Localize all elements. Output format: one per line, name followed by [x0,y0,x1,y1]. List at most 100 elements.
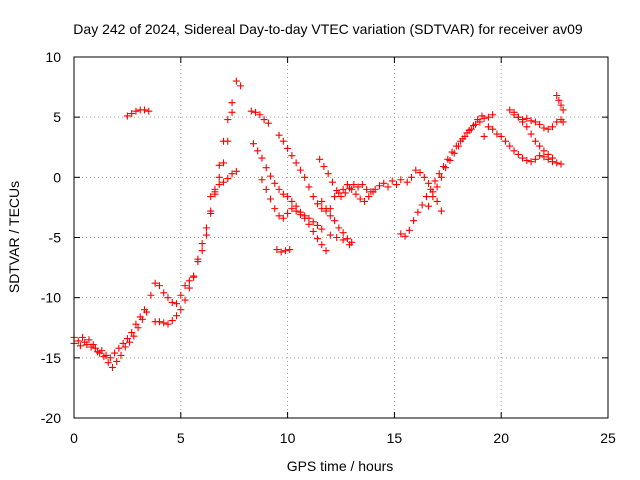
series-arc-late-d [480,123,565,168]
data-point [275,185,283,193]
data-point [322,205,330,213]
data-point [523,156,531,164]
data-point [531,137,539,145]
data-point [341,189,349,197]
data-point [305,220,313,228]
data-point [224,175,232,183]
data-point [262,185,270,193]
data-point [232,77,240,85]
data-point [123,335,131,343]
data-point [91,344,99,352]
data-point [301,212,309,220]
series-arc-mid-f [318,197,356,246]
data-point [181,296,189,304]
data-point [164,294,172,302]
data-point [333,234,341,241]
data-point [181,282,189,290]
data-point [215,173,223,181]
y-tick-label: 5 [53,109,61,125]
data-point [339,236,347,244]
data-point [553,118,561,126]
data-point [380,179,388,187]
data-point [557,160,565,168]
data-point [277,248,285,256]
data-point [553,159,561,167]
data-point [202,224,210,232]
data-point [258,154,266,162]
data-point [132,107,140,115]
data-point [252,108,260,116]
data-point [326,212,334,220]
data-point [260,116,268,124]
series-arc-upper [123,106,153,120]
data-point [309,218,317,226]
series-arc-morning-c [207,167,240,201]
data-point [296,166,304,174]
y-tick-label: -15 [41,350,61,366]
data-point [555,96,563,104]
data-point [207,209,215,217]
data-point [281,247,289,255]
x-tick-label: 25 [600,430,616,446]
data-point [228,99,236,107]
data-point [168,317,176,325]
data-point [360,197,368,205]
data-point [224,116,232,124]
data-point [450,149,458,157]
data-point [414,208,422,216]
data-point [318,225,326,233]
data-point [128,110,136,118]
data-point [343,181,351,189]
data-point [369,188,377,196]
data-point [264,119,272,127]
data-point [354,183,362,191]
data-point [365,193,373,201]
data-point [506,106,514,114]
data-point [271,205,279,213]
data-point [79,333,87,341]
data-point [339,229,347,237]
data-point [527,117,535,125]
data-point [211,188,219,196]
data-point [275,131,283,139]
data-point [339,185,347,193]
data-point [145,107,153,115]
data-point [305,183,313,191]
data-point [98,347,106,355]
data-point [185,284,193,292]
ticks [73,56,609,419]
data-point [510,111,518,119]
data-point [506,142,514,150]
data-point [132,320,140,328]
data-point [102,351,110,359]
data-point [540,147,548,155]
data-point [104,359,112,367]
data-point [128,329,136,337]
data-point [232,167,240,175]
data-point [403,178,411,186]
data-point [540,153,548,161]
data-point [111,349,119,357]
data-point [331,217,339,225]
data-point [316,155,324,163]
data-point [337,193,345,201]
data-point [314,200,322,208]
data-point [194,258,202,266]
data-point [437,207,445,215]
data-point [548,123,556,131]
data-point [437,173,445,181]
data-point [113,357,121,365]
data-point [215,181,223,189]
data-point [410,217,418,225]
data-point [292,159,300,167]
data-point [493,130,501,138]
data-point [85,336,93,344]
data-point [375,182,383,190]
data-points [70,77,567,371]
data-point [228,170,236,178]
data-point [117,351,125,359]
data-point [126,338,134,346]
grid [74,57,608,418]
data-point [134,324,142,332]
data-point [425,179,433,187]
